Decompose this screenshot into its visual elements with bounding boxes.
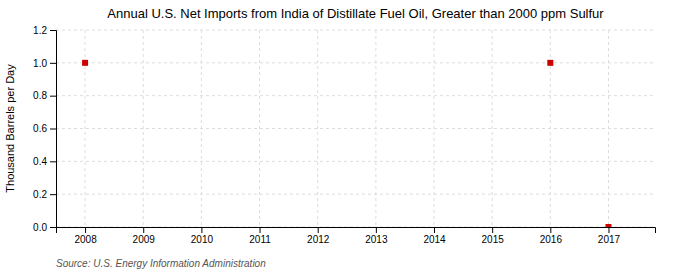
plot: 2008 2009 2010 2011 2012 2013 2014 2015 2016 2017… xyxy=(33,25,655,245)
tick-mark xyxy=(376,227,377,233)
tick-label: 2013 xyxy=(365,234,388,245)
tick-label: 0.8 xyxy=(33,90,47,101)
tick-mark xyxy=(260,227,261,233)
tick: 2009 xyxy=(133,227,156,245)
tick-label: 2012 xyxy=(307,234,330,245)
tick-label: 1.0 xyxy=(33,58,47,69)
tick-mark xyxy=(492,227,493,233)
source: Source: U.S. Energy Information Administ… xyxy=(56,258,266,269)
grid-line xyxy=(259,30,260,227)
grid-line xyxy=(56,30,655,31)
tick: 2017 xyxy=(598,227,621,245)
grid-line xyxy=(56,62,655,63)
tick: 0.6 xyxy=(33,123,56,134)
tick: 2013 xyxy=(365,227,388,245)
tick-mark xyxy=(318,227,319,233)
chart: 2008 2009 2010 2011 2012 2013 2014 2015 2016 2017… xyxy=(0,0,675,275)
grid-line xyxy=(56,128,655,129)
point xyxy=(547,60,553,66)
tick-label: 2016 xyxy=(540,234,563,245)
tick-mark xyxy=(50,227,56,228)
point xyxy=(82,60,88,66)
tick-mark xyxy=(50,194,56,195)
points xyxy=(82,60,611,227)
tick-mark xyxy=(85,227,86,233)
title: Annual U.S. Net Imports from India of Di… xyxy=(107,6,604,21)
tick-label: 0.2 xyxy=(33,189,47,200)
tick-mark xyxy=(50,63,56,64)
grid-line xyxy=(56,95,655,96)
tick: 2012 xyxy=(307,227,330,245)
tick-mark xyxy=(608,227,609,233)
tick-label: 2015 xyxy=(482,234,505,245)
x-axis: 2008 2009 2010 2011 2012 2013 2014 2015 2016 2017 xyxy=(57,227,656,245)
tick: 2010 xyxy=(191,227,214,245)
tick: 0.2 xyxy=(33,189,56,200)
tick-mark xyxy=(143,227,144,233)
tick-mark xyxy=(550,227,551,233)
tick-label: 0.4 xyxy=(33,156,47,167)
tick-label: 2009 xyxy=(133,234,156,245)
axis-line xyxy=(57,228,656,234)
y-axis-title: Thousand Barrels per Day xyxy=(4,64,16,193)
tick-mark xyxy=(50,96,56,97)
tick-label: 2014 xyxy=(423,234,446,245)
tick: 2015 xyxy=(482,227,505,245)
tick: 2008 xyxy=(74,227,97,245)
grid xyxy=(56,30,655,227)
tick: 0.0 xyxy=(33,222,56,233)
tick: 1.0 xyxy=(33,58,56,69)
tick-mark xyxy=(201,227,202,233)
tick-mark xyxy=(50,30,56,31)
tick-mark xyxy=(434,227,435,233)
grid-line xyxy=(317,30,318,227)
grid-line xyxy=(56,194,655,195)
axis-line xyxy=(50,31,57,228)
tick: 2014 xyxy=(423,227,446,245)
tick-label: 1.2 xyxy=(33,25,47,36)
grid-line xyxy=(56,161,655,162)
point xyxy=(605,224,611,227)
tick-mark xyxy=(50,161,56,162)
tick: 0.8 xyxy=(33,90,56,101)
tick: 1.2 xyxy=(33,25,56,36)
tick-label: 2010 xyxy=(191,234,214,245)
tick-mark xyxy=(50,129,56,130)
tick-label: 2011 xyxy=(249,234,271,245)
tick-label: 2017 xyxy=(598,234,621,245)
tick-label: 0.0 xyxy=(33,222,47,233)
y-axis: 0.0 0.2 0.4 0.6 0.8 1.0 1.2 xyxy=(33,25,56,233)
tick-label: 2008 xyxy=(74,234,97,245)
tick: 2016 xyxy=(540,227,563,245)
tick: 2011 xyxy=(249,227,271,245)
grid-line xyxy=(492,30,493,227)
tick-label: 0.6 xyxy=(33,123,47,134)
tick: 0.4 xyxy=(33,156,56,167)
grid-line xyxy=(85,30,86,227)
